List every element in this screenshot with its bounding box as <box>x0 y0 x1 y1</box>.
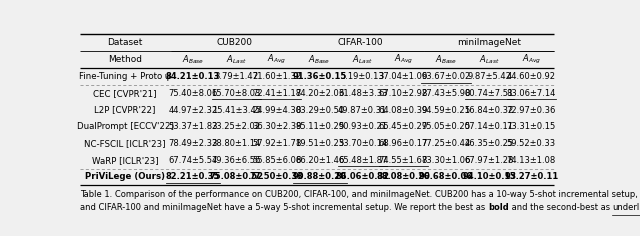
Text: 74.55±1.67: 74.55±1.67 <box>379 156 428 165</box>
Text: 77.50±0.33: 77.50±0.33 <box>250 173 304 181</box>
Text: 15.41±3.45: 15.41±3.45 <box>212 105 260 115</box>
Text: 5.19±0.13: 5.19±0.13 <box>341 72 385 81</box>
Text: 96.68±0.06: 96.68±0.06 <box>419 173 473 181</box>
Text: Fine-Tuning + Proto ψ: Fine-Tuning + Proto ψ <box>79 72 171 81</box>
Text: 3.79±1.47: 3.79±1.47 <box>214 72 259 81</box>
Text: WaRP [ICLR'23]: WaRP [ICLR'23] <box>92 156 159 165</box>
Text: 77.25±0.42: 77.25±0.42 <box>422 139 470 148</box>
Text: PriViLege (Ours): PriViLege (Ours) <box>85 173 165 181</box>
Text: 72.97±0.36: 72.97±0.36 <box>507 105 556 115</box>
Text: 65.48±1.87: 65.48±1.87 <box>338 156 387 165</box>
Text: 56.84±0.32: 56.84±0.32 <box>465 105 514 115</box>
Text: 46.35±0.25: 46.35±0.25 <box>465 139 514 148</box>
Text: 93.67±0.02: 93.67±0.02 <box>421 72 470 81</box>
Text: CUB200: CUB200 <box>216 38 252 47</box>
Text: 68.96±0.17: 68.96±0.17 <box>379 139 428 148</box>
Text: 86.06±0.32: 86.06±0.32 <box>335 173 390 181</box>
Text: 38.80±1.14: 38.80±1.14 <box>212 139 261 148</box>
Text: 78.49±2.32: 78.49±2.32 <box>168 139 218 148</box>
Text: NC-FSCIL [ICLR'23]: NC-FSCIL [ICLR'23] <box>84 139 166 148</box>
Text: 65.70±8.03: 65.70±8.03 <box>212 89 261 98</box>
Text: 90.88±0.20: 90.88±0.20 <box>292 173 346 181</box>
Text: $A_{Avg}$: $A_{Avg}$ <box>522 53 541 66</box>
Text: 57.14±0.11: 57.14±0.11 <box>465 122 514 131</box>
Text: $A_{Last}$: $A_{Last}$ <box>479 53 499 66</box>
Text: Dataset: Dataset <box>108 38 143 47</box>
Text: miniImageNet: miniImageNet <box>457 38 521 47</box>
Text: 87.43±5.90: 87.43±5.90 <box>421 89 470 98</box>
Text: 74.20±2.03: 74.20±2.03 <box>295 89 344 98</box>
Text: 61.48±3.33: 61.48±3.33 <box>338 89 387 98</box>
Text: 65.45±0.27: 65.45±0.27 <box>379 122 428 131</box>
Text: $A_{Base}$: $A_{Base}$ <box>308 53 331 66</box>
Text: Method: Method <box>108 55 142 64</box>
Text: 53.37±1.83: 53.37±1.83 <box>168 122 218 131</box>
Text: underlined.: underlined. <box>612 203 640 212</box>
Text: 74.13±1.08: 74.13±1.08 <box>507 156 556 165</box>
Text: $A_{Base}$: $A_{Base}$ <box>182 53 204 66</box>
Text: 75.08±0.52: 75.08±0.52 <box>209 173 263 181</box>
Text: CEC [CVPR'21]: CEC [CVPR'21] <box>93 89 157 98</box>
Text: 80.74±7.51: 80.74±7.51 <box>465 89 514 98</box>
Text: CIFAR-100: CIFAR-100 <box>338 38 383 47</box>
Text: 84.21±0.13: 84.21±0.13 <box>166 72 220 81</box>
Text: $A_{Last}$: $A_{Last}$ <box>226 53 246 66</box>
Text: 73.31±0.15: 73.31±0.15 <box>507 122 556 131</box>
Text: 95.27±0.11: 95.27±0.11 <box>504 173 559 181</box>
Text: 91.36±0.15: 91.36±0.15 <box>292 72 347 81</box>
Text: $A_{Last}$: $A_{Last}$ <box>353 53 373 66</box>
Text: 44.60±0.92: 44.60±0.92 <box>507 72 556 81</box>
Text: and the second-best as: and the second-best as <box>509 203 612 212</box>
Text: 88.08±0.20: 88.08±0.20 <box>376 173 430 181</box>
Text: 36.30±2.39: 36.30±2.39 <box>252 122 301 131</box>
Text: bold: bold <box>488 203 509 212</box>
Text: 55.85±6.06: 55.85±6.06 <box>252 156 301 165</box>
Text: 57.92±1.71: 57.92±1.71 <box>252 139 301 148</box>
Text: $A_{Avg}$: $A_{Avg}$ <box>394 53 413 66</box>
Text: 72.41±1.18: 72.41±1.18 <box>252 89 301 98</box>
Text: 94.10±0.13: 94.10±0.13 <box>462 173 516 181</box>
Text: 67.74±5.57: 67.74±5.57 <box>168 156 218 165</box>
Text: 83.30±1.06: 83.30±1.06 <box>421 156 471 165</box>
Text: 21.60±1.32: 21.60±1.32 <box>252 72 301 81</box>
Text: Table 1. Comparison of the performance on CUB200, CIFAR-100, and miniImageNet. C: Table 1. Comparison of the performance o… <box>80 190 638 199</box>
Text: 49.87±0.31: 49.87±0.31 <box>338 105 387 115</box>
Text: L2P [CVPR'22]: L2P [CVPR'22] <box>95 105 156 115</box>
Text: 59.52±0.33: 59.52±0.33 <box>507 139 556 148</box>
Text: $A_{Base}$: $A_{Base}$ <box>435 53 457 66</box>
Text: 83.06±7.14: 83.06±7.14 <box>507 89 556 98</box>
Text: 49.36±6.56: 49.36±6.56 <box>212 156 261 165</box>
Text: 37.04±1.06: 37.04±1.06 <box>379 72 428 81</box>
Text: 82.21±0.35: 82.21±0.35 <box>166 173 220 181</box>
Text: 44.97±2.32: 44.97±2.32 <box>168 105 218 115</box>
Text: 9.87±5.42: 9.87±5.42 <box>467 72 511 81</box>
Text: 83.29±0.50: 83.29±0.50 <box>295 105 344 115</box>
Text: 67.10±2.92: 67.10±2.92 <box>379 89 428 98</box>
Text: $A_{Avg}$: $A_{Avg}$ <box>268 53 287 66</box>
Text: and CIFAR-100 and miniImageNet have a 5-way 5-shot incremental setup. We report : and CIFAR-100 and miniImageNet have a 5-… <box>80 203 488 212</box>
Text: 89.51±0.23: 89.51±0.23 <box>295 139 344 148</box>
Text: 85.11±0.29: 85.11±0.29 <box>295 122 344 131</box>
Text: 23.25±2.02: 23.25±2.02 <box>212 122 260 131</box>
Text: 53.70±0.14: 53.70±0.14 <box>338 139 387 148</box>
Text: 75.40±8.01: 75.40±8.01 <box>168 89 218 98</box>
Text: DualPrompt [ECCV'22]: DualPrompt [ECCV'22] <box>77 122 173 131</box>
Text: 86.20±1.46: 86.20±1.46 <box>295 156 344 165</box>
Text: 50.93±0.21: 50.93±0.21 <box>338 122 387 131</box>
Text: 64.08±0.39: 64.08±0.39 <box>379 105 428 115</box>
Text: 24.99±4.30: 24.99±4.30 <box>252 105 301 115</box>
Text: 95.05±0.20: 95.05±0.20 <box>422 122 470 131</box>
Text: 67.97±1.28: 67.97±1.28 <box>465 156 514 165</box>
Text: 94.59±0.21: 94.59±0.21 <box>422 105 470 115</box>
